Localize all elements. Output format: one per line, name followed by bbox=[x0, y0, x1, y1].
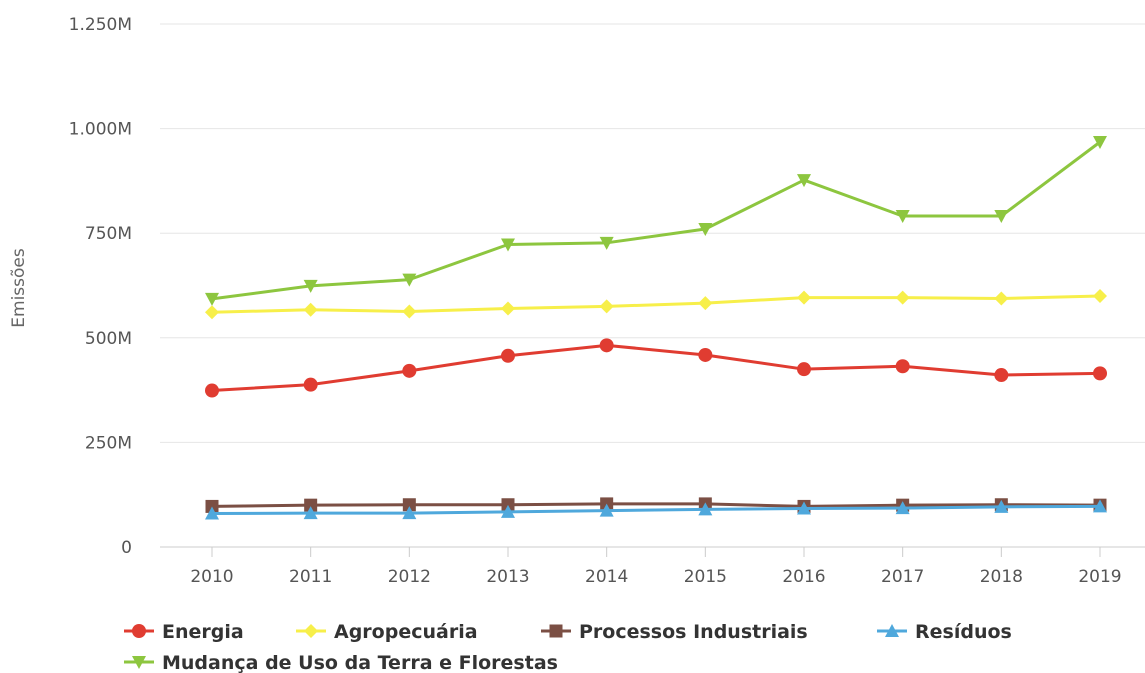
data-point-marker[interactable] bbox=[402, 498, 416, 512]
grid-lines bbox=[160, 23, 1145, 443]
legend-label: Resíduos bbox=[915, 621, 1012, 643]
y-axis-title: Emissões bbox=[9, 248, 29, 328]
legend-marker-icon bbox=[885, 624, 899, 637]
data-point-marker[interactable] bbox=[501, 301, 515, 316]
data-point-marker[interactable] bbox=[599, 299, 614, 314]
data-point-marker[interactable] bbox=[895, 359, 910, 374]
y-tick-label: 750M bbox=[85, 224, 132, 244]
data-point-marker[interactable] bbox=[501, 238, 515, 252]
data-point-marker[interactable] bbox=[205, 292, 219, 306]
x-tick-label: 2017 bbox=[881, 567, 924, 587]
series-2 bbox=[205, 497, 1107, 513]
x-tick-label: 2014 bbox=[585, 567, 628, 587]
x-tick-label: 2016 bbox=[782, 567, 825, 587]
data-point-marker[interactable] bbox=[205, 506, 219, 520]
x-tick-label: 2015 bbox=[684, 567, 727, 587]
data-point-marker[interactable] bbox=[303, 506, 318, 520]
legend-label: Processos Industriais bbox=[579, 621, 808, 643]
series-line bbox=[211, 140, 1101, 301]
data-point-marker[interactable] bbox=[1093, 135, 1107, 149]
x-tick-label: 2013 bbox=[486, 567, 529, 587]
data-point-marker[interactable] bbox=[303, 377, 318, 392]
series-4 bbox=[205, 135, 1107, 306]
legend-item[interactable]: Resíduos bbox=[877, 621, 1012, 643]
data-point-marker[interactable] bbox=[698, 502, 713, 516]
data-point-marker[interactable] bbox=[698, 223, 713, 237]
data-point-marker[interactable] bbox=[402, 363, 417, 378]
data-point-marker[interactable] bbox=[895, 501, 910, 515]
data-point-marker[interactable] bbox=[205, 383, 219, 398]
legend-label: Agropecuária bbox=[334, 621, 478, 643]
series-line bbox=[211, 502, 1101, 508]
data-point-marker[interactable] bbox=[797, 501, 811, 515]
legend-label: Energia bbox=[162, 621, 244, 643]
series-3 bbox=[205, 499, 1107, 520]
legend[interactable]: Energia Agropecuária Processos Industriais… bbox=[124, 621, 1012, 673]
legend-label: Mudança de Uso da Terra e Florestas bbox=[162, 652, 558, 673]
y-tick-label: 0 bbox=[121, 538, 132, 558]
data-point-marker[interactable] bbox=[599, 503, 614, 517]
data-point-marker[interactable] bbox=[501, 504, 515, 518]
legend-marker-icon bbox=[304, 624, 318, 638]
data-point-marker[interactable] bbox=[205, 499, 219, 513]
data-point-marker[interactable] bbox=[205, 305, 219, 320]
y-tick-label: 500M bbox=[85, 329, 132, 349]
data-point-marker[interactable] bbox=[304, 498, 318, 512]
series-0 bbox=[205, 338, 1107, 398]
data-point-marker[interactable] bbox=[698, 296, 713, 311]
y-tick-label: 1.250M bbox=[69, 15, 132, 35]
data-point-marker[interactable] bbox=[1093, 288, 1107, 303]
legend-item[interactable]: Agropecuária bbox=[296, 621, 478, 643]
series-line bbox=[211, 343, 1101, 393]
data-point-marker[interactable] bbox=[599, 236, 614, 250]
data-point-marker[interactable] bbox=[895, 210, 910, 224]
data-point-marker[interactable] bbox=[501, 498, 515, 512]
y-tick-label: 1.000M bbox=[69, 120, 132, 140]
data-point-marker[interactable] bbox=[303, 302, 318, 317]
data-point-marker[interactable] bbox=[994, 499, 1009, 513]
axes: 0 250M 500M 750M 1.000M 1.250M 2010 2011 2012 201… bbox=[69, 15, 1145, 587]
data-point-marker[interactable] bbox=[994, 291, 1009, 306]
data-point-marker[interactable] bbox=[1093, 366, 1107, 381]
data-point-marker[interactable] bbox=[797, 362, 811, 377]
legend-marker-icon bbox=[549, 624, 563, 638]
data-point-marker[interactable] bbox=[402, 304, 417, 319]
data-point-marker[interactable] bbox=[501, 348, 515, 363]
series-line bbox=[211, 504, 1101, 516]
data-point-marker[interactable] bbox=[303, 279, 318, 293]
legend-marker-icon bbox=[132, 656, 146, 669]
series-1 bbox=[205, 288, 1107, 320]
y-tick-label: 250M bbox=[85, 433, 132, 453]
data-point-marker[interactable] bbox=[994, 368, 1009, 383]
data-point-marker[interactable] bbox=[994, 210, 1009, 224]
data-point-marker[interactable] bbox=[895, 290, 910, 305]
data-point-marker[interactable] bbox=[599, 338, 614, 353]
legend-item[interactable]: Energia bbox=[124, 621, 244, 643]
x-tick-label: 2012 bbox=[388, 567, 431, 587]
data-point-marker[interactable] bbox=[402, 273, 417, 287]
legend-item[interactable]: Processos Industriais bbox=[541, 621, 808, 643]
data-point-marker[interactable] bbox=[698, 347, 713, 362]
x-tick-label: 2018 bbox=[980, 567, 1023, 587]
data-point-marker[interactable] bbox=[797, 174, 811, 188]
legend-item[interactable]: Mudança de Uso da Terra e Florestas bbox=[124, 652, 558, 673]
x-tick-label: 2010 bbox=[190, 567, 233, 587]
legend-marker-icon bbox=[132, 624, 146, 638]
series-line bbox=[211, 294, 1101, 314]
data-point-marker[interactable] bbox=[402, 506, 417, 520]
data-point-marker[interactable] bbox=[1093, 499, 1107, 513]
x-tick-label: 2011 bbox=[289, 567, 332, 587]
series-group bbox=[205, 135, 1107, 520]
x-tick-label: 2019 bbox=[1078, 567, 1121, 587]
data-point-marker[interactable] bbox=[797, 290, 811, 305]
